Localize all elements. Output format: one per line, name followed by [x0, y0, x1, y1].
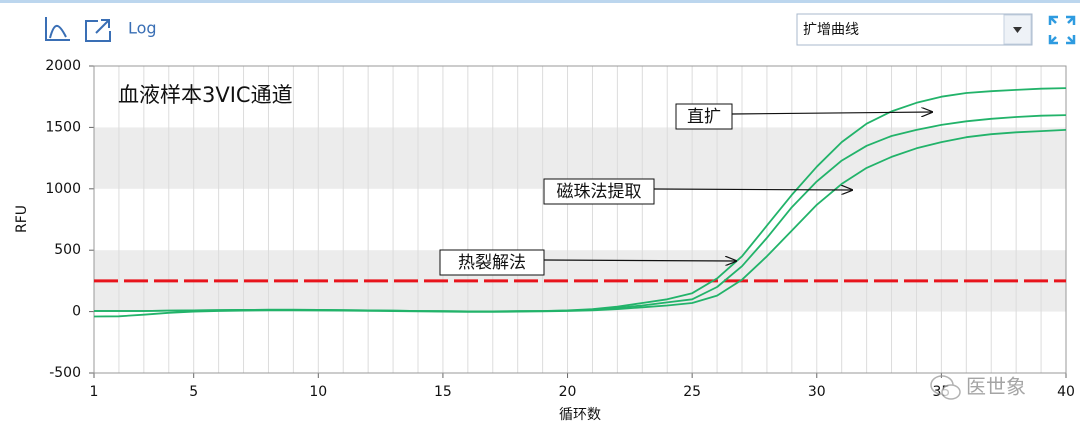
y-tick-label: 1500 — [45, 119, 81, 135]
annotation: 磁珠法提取 — [557, 182, 642, 202]
curve — [93, 129, 1067, 318]
annotation-arrow — [653, 189, 852, 190]
watermark: 医世象 — [930, 375, 1026, 400]
y-tick-label: 2000 — [45, 58, 81, 74]
x-tick-label: 10 — [309, 384, 327, 400]
plot-area — [94, 66, 1066, 373]
expand-icon[interactable] — [1048, 15, 1076, 45]
annotation-box — [439, 249, 545, 276]
chart-icon[interactable] — [45, 17, 70, 41]
x-tick-label: 15 — [434, 384, 452, 400]
dropdown-value: 扩增曲线 — [803, 22, 859, 38]
watermark-text: 医世象 — [966, 375, 1026, 399]
log-button[interactable]: Log — [128, 19, 157, 38]
chart-title: 血液样本3VIC通道 — [118, 83, 293, 107]
annotation-arrow — [543, 260, 736, 261]
export-icon[interactable] — [85, 19, 111, 42]
x-tick-label: 40 — [1057, 384, 1075, 400]
annotation-box — [675, 103, 733, 130]
x-tick-label: 20 — [559, 384, 577, 400]
x-tick-label: 30 — [808, 384, 826, 400]
annotation: 直扩 — [687, 107, 721, 127]
annotation-box — [543, 178, 655, 205]
x-tick-label: 5 — [189, 384, 198, 400]
y-axis-label: RFU — [14, 205, 30, 233]
x-tick-label: 25 — [683, 384, 701, 400]
y-tick-label: 500 — [54, 242, 81, 258]
annotation: 热裂解法 — [458, 253, 526, 273]
plot-border — [93, 65, 1067, 374]
x-axis-label: 循环数 — [559, 407, 601, 423]
dropdown[interactable]: 扩增曲线 — [796, 13, 1033, 46]
annotation-arrow — [731, 112, 932, 114]
y-tick-label: 0 — [72, 304, 81, 320]
y-tick-label: 1000 — [45, 181, 81, 197]
y-tick-label: -500 — [49, 365, 81, 381]
x-tick-label: 1 — [90, 384, 99, 400]
